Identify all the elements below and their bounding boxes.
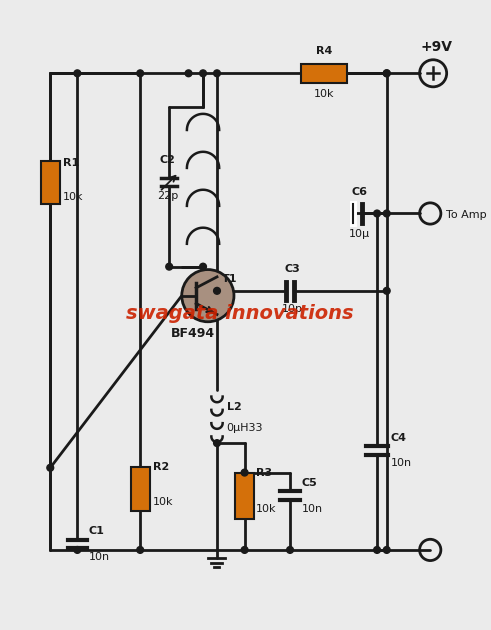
Circle shape [383, 547, 390, 553]
Text: R1: R1 [63, 158, 79, 168]
Circle shape [137, 547, 143, 553]
Text: 10k: 10k [314, 89, 334, 99]
Circle shape [383, 70, 390, 77]
Text: 10n: 10n [89, 552, 110, 562]
Circle shape [383, 210, 390, 217]
Circle shape [383, 70, 390, 77]
Text: R4: R4 [316, 46, 332, 56]
Text: To Amp: To Amp [446, 210, 486, 220]
Circle shape [374, 547, 381, 553]
Circle shape [214, 440, 220, 447]
Circle shape [383, 287, 390, 294]
Text: 10p: 10p [281, 304, 302, 314]
Circle shape [200, 263, 206, 270]
FancyBboxPatch shape [41, 161, 60, 204]
Text: R2: R2 [153, 462, 169, 472]
Text: +9V: +9V [420, 40, 452, 54]
Text: 0μH33: 0μH33 [227, 423, 263, 433]
Circle shape [214, 70, 220, 77]
Circle shape [166, 263, 172, 270]
Text: C1: C1 [89, 527, 105, 536]
Text: swagata innovations: swagata innovations [126, 304, 354, 323]
Circle shape [185, 70, 192, 77]
Text: C4: C4 [390, 433, 407, 443]
Circle shape [214, 287, 220, 294]
Text: C5: C5 [301, 478, 317, 488]
Text: C3: C3 [284, 265, 300, 275]
Circle shape [74, 547, 81, 553]
Circle shape [241, 547, 248, 553]
Text: BF494: BF494 [171, 326, 216, 340]
Text: 10n: 10n [390, 458, 412, 468]
Text: C6: C6 [352, 187, 368, 197]
Circle shape [287, 547, 294, 553]
Circle shape [47, 464, 54, 471]
Text: 10k: 10k [153, 497, 173, 507]
Circle shape [182, 270, 234, 322]
Circle shape [74, 70, 81, 77]
Text: R3: R3 [256, 468, 273, 478]
Circle shape [241, 469, 248, 476]
Text: C2: C2 [159, 154, 175, 164]
Text: 10k: 10k [256, 503, 277, 513]
Text: 10k: 10k [63, 192, 83, 202]
Text: T1: T1 [221, 275, 237, 284]
FancyBboxPatch shape [131, 467, 150, 511]
Text: 10n: 10n [301, 503, 323, 513]
FancyBboxPatch shape [235, 472, 254, 519]
Circle shape [374, 210, 381, 217]
Text: 22p: 22p [157, 191, 178, 201]
Text: 10μ: 10μ [349, 229, 370, 239]
Text: L2: L2 [227, 402, 242, 412]
Circle shape [200, 70, 206, 77]
FancyBboxPatch shape [300, 64, 347, 83]
Circle shape [137, 70, 143, 77]
